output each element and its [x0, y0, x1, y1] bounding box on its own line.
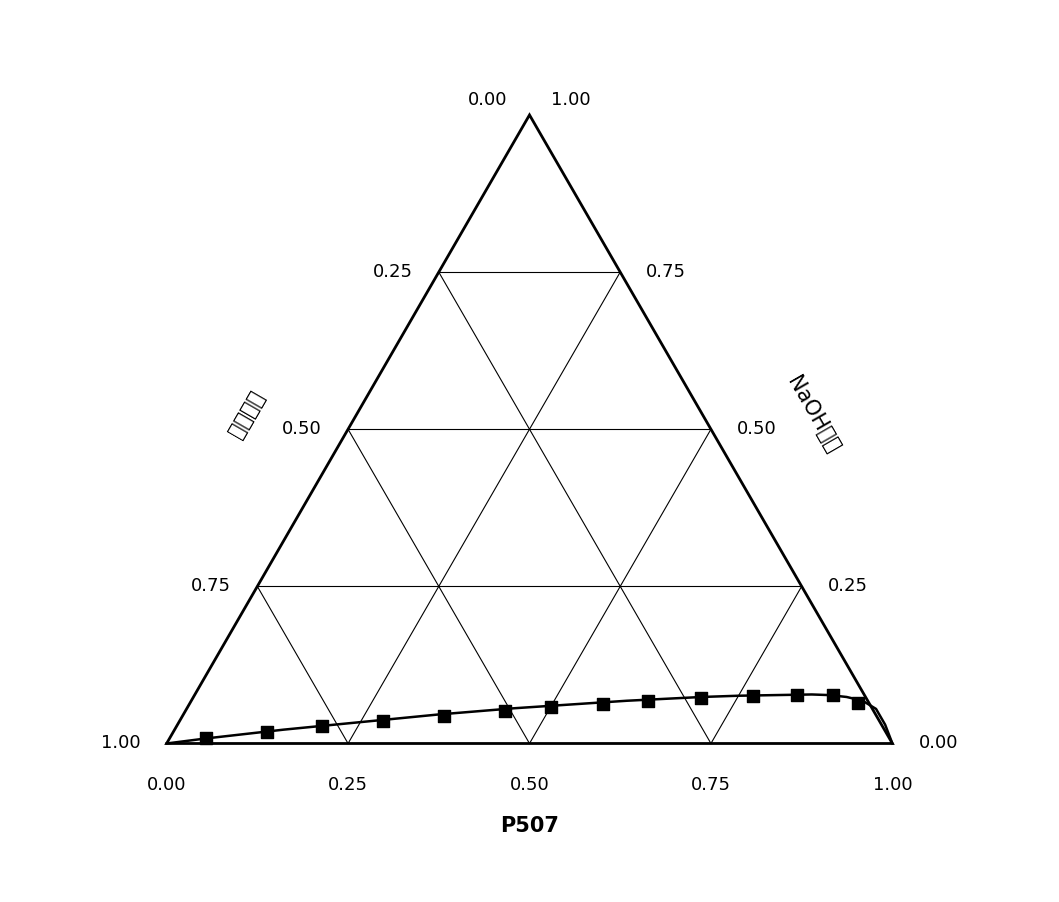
Text: 1.00: 1.00: [552, 91, 591, 109]
Text: 0.75: 0.75: [690, 776, 731, 794]
Point: [693, 691, 710, 705]
Point: [375, 713, 392, 728]
Point: [435, 709, 452, 723]
Text: 0.00: 0.00: [468, 91, 507, 109]
Point: [849, 695, 866, 710]
Text: 0.00: 0.00: [918, 734, 958, 752]
Point: [595, 696, 612, 711]
Point: [542, 700, 559, 714]
Text: 1.00: 1.00: [873, 776, 912, 794]
Point: [640, 695, 657, 709]
Point: [744, 689, 761, 704]
Text: 0.75: 0.75: [646, 263, 686, 281]
Text: 0.75: 0.75: [192, 577, 231, 595]
Text: 1.00: 1.00: [101, 734, 141, 752]
Point: [825, 688, 842, 703]
Text: 0.50: 0.50: [509, 776, 550, 794]
Text: 0.50: 0.50: [737, 420, 777, 438]
Text: P507: P507: [500, 816, 559, 836]
Text: 磺化煤油: 磺化煤油: [226, 388, 268, 441]
Point: [497, 704, 514, 718]
Text: NaOH溶液: NaOH溶液: [783, 373, 843, 456]
Point: [313, 719, 330, 733]
Text: 0.25: 0.25: [828, 577, 867, 595]
Text: 0.25: 0.25: [328, 776, 369, 794]
Point: [197, 732, 214, 746]
Text: 0.50: 0.50: [282, 420, 322, 438]
Point: [259, 725, 276, 740]
Point: [789, 688, 806, 703]
Text: 0.25: 0.25: [373, 263, 413, 281]
Text: 0.00: 0.00: [147, 776, 186, 794]
